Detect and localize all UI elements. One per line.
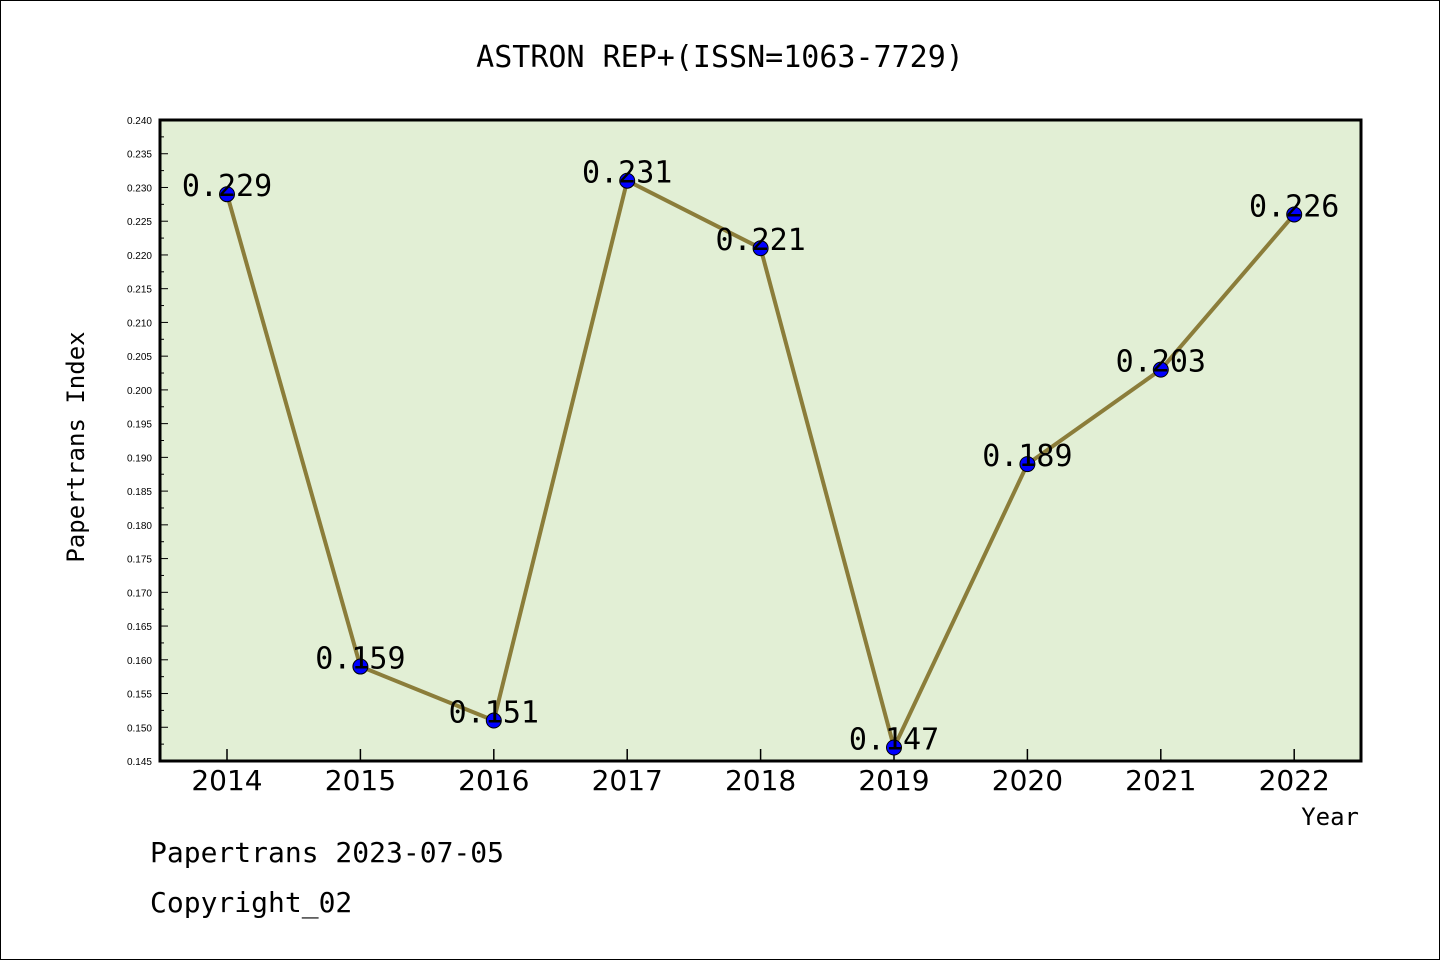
y-tick-label: 0.210 [127,318,152,329]
x-tick-label: 2022 [1259,764,1330,797]
data-point [352,658,369,675]
y-tick-label: 0.175 [127,555,152,566]
x-axis: 2014 2015 2016 2017 2018 2019 2020 2021 2022 [191,749,1330,797]
x-tick-label: 2018 [725,764,796,797]
x-tick-label: 2015 [325,764,396,797]
y-tick-label: 0.155 [127,690,152,701]
data-label: 0.189 [982,439,1072,474]
y-axis-label: Papertrans Index [62,331,90,562]
x-tick-label: 2021 [1125,764,1196,797]
y-tick-label: 0.225 [127,217,152,228]
y-tick-label: 0.145 [127,757,152,768]
y-tick-label: 0.200 [127,386,152,397]
footer-date: Papertrans 2023-07-05 [150,836,505,869]
y-tick-label: 0.235 [127,150,152,161]
x-tick-label: 2019 [858,764,929,797]
y-tick-label: 0.230 [127,183,152,194]
y-tick-label: 0.165 [127,622,152,633]
y-tick-label: 0.150 [127,723,152,734]
data-point [1019,456,1036,473]
y-tick-label: 0.185 [127,487,152,498]
data-label: 0.221 [715,223,805,258]
x-axis-label: Year [1301,803,1359,831]
y-tick-label: 0.240 [127,116,152,127]
y-tick-label: 0.190 [127,453,152,464]
data-label: 0.203 [1116,345,1206,380]
x-tick-label: 2020 [992,764,1063,797]
data-point [485,712,502,729]
y-tick-label: 0.195 [127,420,152,431]
x-tick-label: 2017 [592,764,663,797]
y-axis: 0.145 0.150 0.155 0.160 0.165 0.170 0.175 0.180… [127,116,168,768]
y-tick-label: 0.220 [127,251,152,262]
data-label: 0.151 [449,696,539,731]
x-tick-label: 2014 [191,764,262,797]
data-point [619,172,636,189]
x-tick-label: 2016 [458,764,529,797]
data-point [886,739,902,756]
data-point [1286,206,1303,223]
y-tick-label: 0.180 [127,521,152,532]
y-tick-label: 0.170 [127,588,152,599]
data-point [752,240,769,257]
data-labels: 0.229 0.159 0.151 0.231 0.221 0.147 0.189 0.203… [182,156,1340,758]
data-label: 0.226 [1249,189,1339,224]
y-tick-label: 0.215 [127,285,152,296]
series-markers [219,172,1303,756]
y-tick-label: 0.160 [127,656,152,667]
y-tick-label: 0.205 [127,352,152,363]
data-label: 0.231 [582,156,672,191]
data-point [219,186,235,203]
data-label: 0.147 [849,723,939,758]
data-label: 0.159 [315,642,405,677]
data-label: 0.229 [182,169,272,204]
footer-copyright: Copyright_02 [150,886,353,919]
data-point [1152,361,1169,378]
plot-area [158,118,1363,763]
chart-title: ASTRON REP+(ISSN=1063-7729) [476,40,964,75]
